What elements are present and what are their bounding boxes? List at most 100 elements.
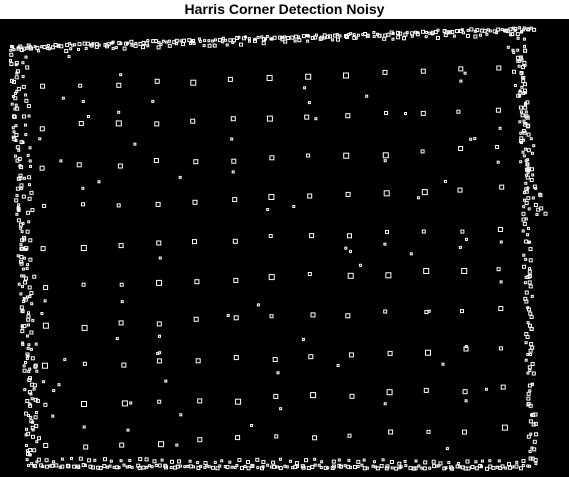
corner-marker: [530, 167, 534, 172]
corner-marker: [331, 38, 335, 42]
corner-marker: [14, 198, 19, 203]
corner-marker: [372, 35, 376, 38]
corner-marker: [22, 274, 26, 278]
corner-marker: [26, 346, 30, 350]
corner-marker: [512, 50, 516, 54]
corner-marker: [317, 463, 321, 467]
corner-marker: [515, 32, 520, 37]
corner-marker: [526, 321, 530, 325]
corner-marker: [307, 34, 311, 38]
corner-marker: [175, 443, 179, 447]
corner-marker: [347, 458, 351, 462]
corner-marker: [389, 460, 394, 464]
corner-marker: [22, 364, 26, 368]
corner-marker: [516, 36, 520, 40]
corner-marker: [237, 35, 241, 39]
corner-marker: [32, 387, 36, 391]
corner-marker: [495, 31, 499, 35]
corner-marker: [522, 198, 526, 202]
corner-marker: [301, 34, 306, 39]
corner-marker: [469, 27, 474, 32]
corner-marker: [496, 65, 502, 71]
corner-marker: [14, 133, 19, 137]
corner-marker: [443, 33, 448, 38]
corner-marker: [526, 371, 530, 375]
corner-marker: [528, 369, 532, 372]
corner-marker: [518, 90, 523, 95]
corner-marker: [528, 456, 533, 461]
corner-marker: [354, 36, 358, 40]
corner-marker: [150, 465, 154, 469]
corner-marker: [152, 459, 157, 464]
corner-marker: [250, 424, 254, 427]
corner-marker: [190, 79, 197, 86]
corner-marker: [211, 465, 216, 470]
corner-marker: [121, 400, 128, 407]
corner-marker: [203, 466, 207, 469]
corner-marker: [14, 75, 19, 80]
corner-marker: [323, 465, 328, 470]
corner-marker: [527, 226, 530, 230]
corner-marker: [37, 49, 40, 53]
corner-marker: [269, 155, 275, 161]
corner-marker: [213, 460, 217, 464]
corner-marker: [526, 148, 531, 153]
corner-marker: [233, 277, 239, 283]
corner-marker: [519, 466, 523, 471]
corner-marker: [528, 419, 533, 424]
corner-marker: [522, 138, 526, 142]
corner-marker: [360, 463, 364, 467]
corner-marker: [352, 33, 356, 37]
corner-marker: [161, 39, 165, 43]
corner-marker: [28, 238, 33, 243]
corner-marker: [21, 285, 24, 289]
corner-marker: [12, 80, 16, 84]
corner-marker: [158, 334, 161, 338]
corner-marker: [526, 403, 530, 407]
corner-marker: [538, 192, 542, 196]
corner-marker: [80, 245, 87, 251]
corner-marker: [125, 41, 129, 45]
corner-marker: [203, 461, 208, 465]
corner-marker: [24, 93, 28, 97]
corner-marker: [313, 463, 317, 467]
corner-marker: [318, 36, 323, 41]
corner-marker: [383, 242, 387, 246]
corner-marker: [145, 465, 149, 469]
corner-marker: [445, 447, 449, 451]
corner-detection-image: [0, 19, 569, 477]
corner-marker: [319, 466, 323, 469]
corner-marker: [533, 412, 538, 417]
corner-marker: [225, 465, 230, 470]
corner-marker: [528, 258, 533, 263]
corner-marker: [268, 194, 275, 200]
corner-marker: [421, 29, 425, 34]
corner-marker: [301, 337, 305, 341]
corner-marker: [26, 153, 30, 157]
corner-marker: [164, 465, 168, 470]
corner-marker: [528, 284, 533, 289]
corner-marker: [28, 257, 33, 262]
corner-marker: [81, 202, 85, 207]
corner-marker: [518, 26, 522, 30]
corner-marker: [519, 71, 524, 75]
corner-marker: [12, 130, 16, 134]
corner-marker: [499, 240, 503, 244]
corner-marker: [21, 75, 25, 79]
corner-marker: [156, 279, 163, 286]
corner-marker: [39, 165, 45, 171]
corner-marker: [29, 46, 33, 51]
corner-marker: [29, 291, 34, 295]
corner-marker: [529, 137, 533, 141]
corner-marker: [42, 322, 49, 329]
corner-marker: [520, 85, 524, 89]
corner-marker: [243, 464, 247, 468]
corner-marker: [500, 384, 506, 390]
corner-marker: [338, 34, 342, 38]
corner-marker: [461, 268, 468, 274]
corner-marker: [73, 43, 77, 47]
corner-marker: [31, 318, 35, 322]
corner-marker: [129, 39, 134, 44]
corner-marker: [375, 466, 380, 471]
corner-marker: [21, 309, 25, 313]
